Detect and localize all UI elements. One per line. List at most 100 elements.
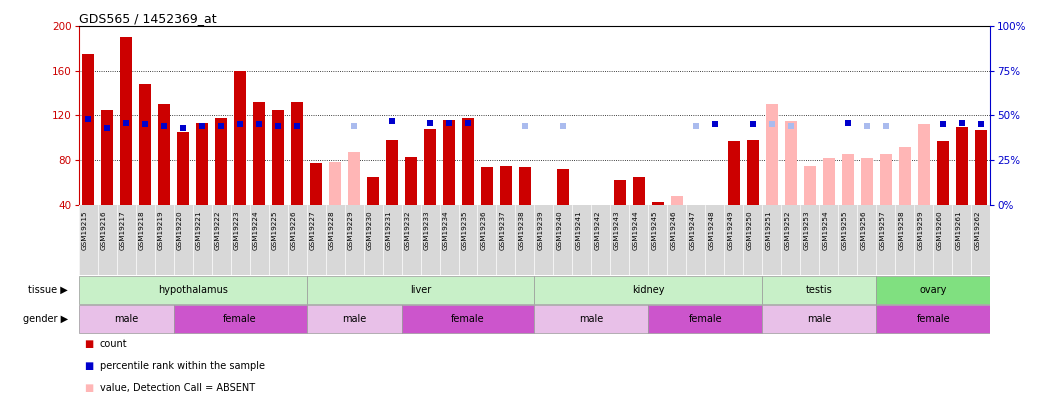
Text: GSM19249: GSM19249 — [728, 210, 734, 250]
Text: GSM19255: GSM19255 — [842, 210, 848, 250]
Text: male: male — [580, 314, 604, 324]
Text: GSM19244: GSM19244 — [633, 210, 639, 250]
Point — [194, 123, 211, 129]
Point — [232, 121, 248, 128]
Point — [288, 123, 305, 129]
Bar — [899, 147, 911, 205]
Bar — [876, 276, 990, 304]
Bar — [614, 180, 626, 205]
Text: GSM19236: GSM19236 — [481, 210, 487, 250]
Text: GSM19258: GSM19258 — [899, 210, 904, 250]
Point — [954, 119, 970, 126]
Point — [346, 123, 363, 129]
Bar — [386, 140, 398, 205]
Text: male: male — [114, 314, 138, 324]
Text: male: male — [807, 314, 831, 324]
Text: GSM19234: GSM19234 — [443, 210, 449, 250]
Text: tissue ▶: tissue ▶ — [28, 285, 68, 295]
Point — [973, 121, 989, 128]
Bar — [119, 37, 132, 205]
Bar — [481, 167, 494, 205]
Bar — [804, 166, 816, 205]
Text: GSM19219: GSM19219 — [158, 210, 165, 250]
Point — [440, 119, 457, 126]
Bar — [291, 102, 303, 205]
Text: GSM19238: GSM19238 — [519, 210, 525, 250]
Text: ■: ■ — [84, 361, 93, 371]
Text: GSM19226: GSM19226 — [291, 210, 297, 250]
Bar — [860, 158, 873, 205]
Text: GSM19239: GSM19239 — [538, 210, 544, 250]
Text: GSM19228: GSM19228 — [329, 210, 335, 250]
Bar — [876, 305, 990, 333]
Bar — [234, 71, 246, 205]
Bar — [534, 305, 649, 333]
Point — [744, 121, 761, 128]
Point — [117, 119, 134, 126]
Point — [517, 123, 533, 129]
Text: liver: liver — [410, 285, 431, 295]
Text: GSM19218: GSM19218 — [139, 210, 145, 250]
Point — [706, 121, 723, 128]
Text: GSM19217: GSM19217 — [121, 210, 126, 250]
Text: GSM19225: GSM19225 — [272, 210, 278, 250]
Text: GSM19250: GSM19250 — [747, 210, 752, 250]
Bar — [139, 84, 151, 205]
Bar — [174, 305, 306, 333]
Text: GSM19254: GSM19254 — [823, 210, 829, 250]
Text: GSM19243: GSM19243 — [614, 210, 620, 250]
Text: GSM19215: GSM19215 — [82, 210, 88, 250]
Bar — [879, 154, 892, 205]
Bar — [423, 129, 436, 205]
Point — [213, 123, 230, 129]
Point — [839, 119, 856, 126]
Text: GSM19222: GSM19222 — [215, 210, 221, 250]
Text: percentile rank within the sample: percentile rank within the sample — [100, 361, 264, 371]
Point — [554, 123, 571, 129]
Bar — [671, 196, 683, 205]
Point — [175, 125, 192, 131]
Bar — [79, 305, 174, 333]
Text: GSM19221: GSM19221 — [196, 210, 202, 250]
Text: GSM19240: GSM19240 — [556, 210, 563, 250]
Text: GSM19233: GSM19233 — [424, 210, 430, 250]
Bar — [310, 163, 322, 205]
Text: GSM19259: GSM19259 — [918, 210, 924, 250]
Text: GSM19257: GSM19257 — [880, 210, 886, 250]
Text: GSM19248: GSM19248 — [708, 210, 715, 250]
Text: GDS565 / 1452369_at: GDS565 / 1452369_at — [79, 12, 216, 25]
Text: GSM19216: GSM19216 — [101, 210, 107, 250]
Text: female: female — [917, 314, 951, 324]
Text: GSM19262: GSM19262 — [975, 210, 981, 250]
Bar — [462, 117, 474, 205]
Point — [156, 123, 173, 129]
Bar — [405, 157, 417, 205]
Bar — [158, 104, 170, 205]
Text: GSM19241: GSM19241 — [576, 210, 582, 250]
Bar — [766, 104, 778, 205]
Text: female: female — [223, 314, 257, 324]
Point — [421, 119, 438, 126]
Point — [250, 121, 267, 128]
Text: GSM19251: GSM19251 — [766, 210, 772, 250]
Bar — [367, 177, 379, 205]
Bar — [842, 154, 854, 205]
Bar — [747, 140, 759, 205]
Text: GSM19237: GSM19237 — [500, 210, 506, 250]
Text: female: female — [452, 314, 485, 324]
Bar — [329, 162, 342, 205]
Bar — [79, 276, 306, 304]
Text: GSM19252: GSM19252 — [785, 210, 791, 250]
Text: GSM19260: GSM19260 — [937, 210, 943, 250]
Bar — [177, 132, 190, 205]
Text: GSM19247: GSM19247 — [690, 210, 696, 250]
Text: GSM19253: GSM19253 — [804, 210, 810, 250]
Point — [269, 123, 286, 129]
Text: GSM19242: GSM19242 — [595, 210, 601, 250]
Text: count: count — [100, 339, 127, 349]
Point — [764, 121, 781, 128]
Text: GSM19245: GSM19245 — [652, 210, 658, 250]
Bar — [727, 141, 740, 205]
Bar — [443, 120, 455, 205]
Text: GSM19232: GSM19232 — [405, 210, 411, 250]
